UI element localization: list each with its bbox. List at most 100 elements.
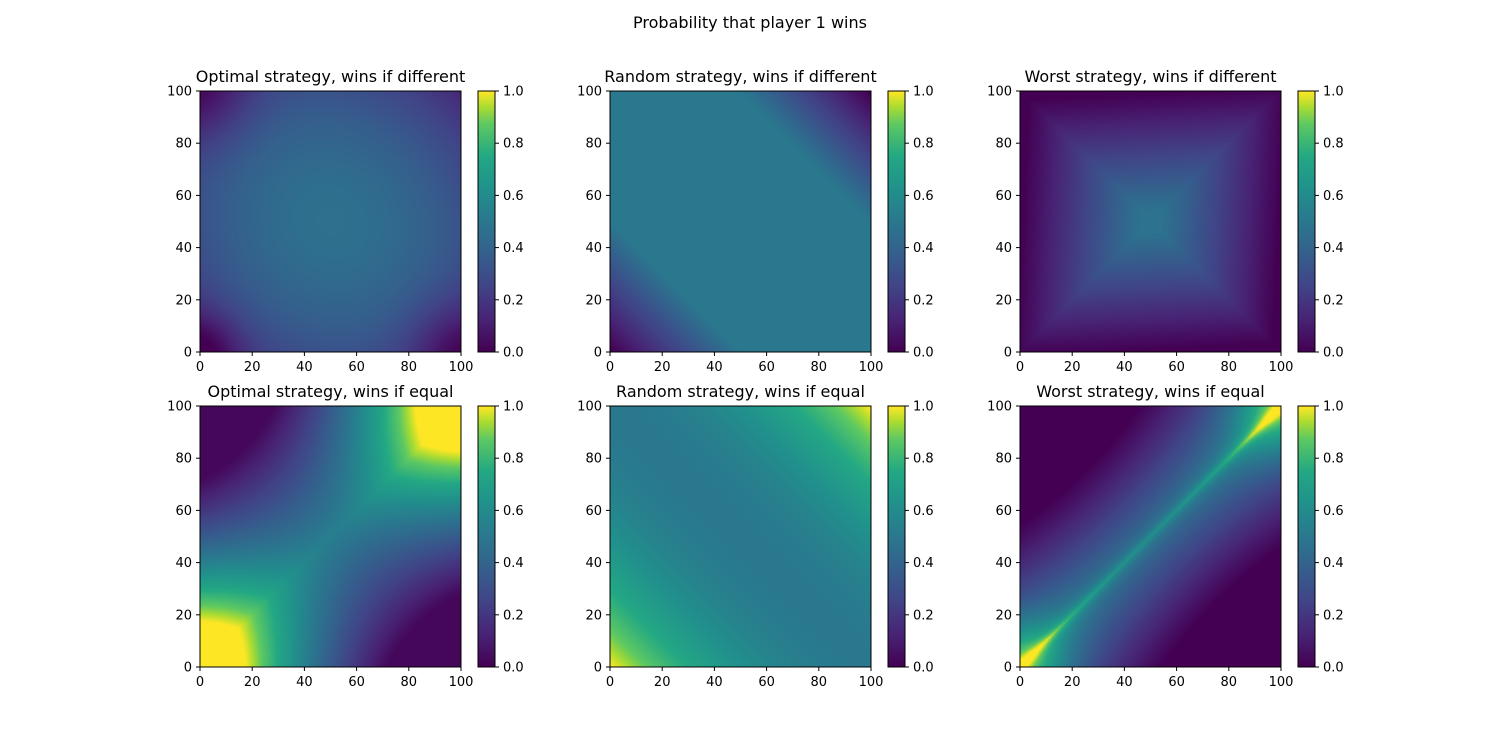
y-tick-label: 20 bbox=[995, 293, 1012, 308]
y-tick-label: 0 bbox=[594, 346, 602, 361]
x-tick-label: 0 bbox=[196, 675, 204, 690]
x-tick-label: 20 bbox=[244, 360, 261, 375]
x-tick-label: 0 bbox=[196, 360, 204, 375]
colorbar-tick-label: 0.2 bbox=[503, 293, 524, 308]
panel-title: Worst strategy, wins if equal bbox=[1036, 382, 1265, 401]
x-tick-label: 80 bbox=[1221, 360, 1238, 375]
panel-title: Optimal strategy, wins if equal bbox=[208, 382, 454, 401]
y-tick-label: 20 bbox=[175, 293, 192, 308]
x-tick-label: 0 bbox=[1016, 360, 1024, 375]
y-tick-label: 100 bbox=[987, 85, 1012, 100]
x-tick-label: 40 bbox=[296, 360, 313, 375]
colorbar-tick-label: 0.8 bbox=[503, 137, 524, 152]
y-tick-label: 80 bbox=[585, 452, 602, 467]
x-tick-label: 20 bbox=[654, 360, 671, 375]
y-tick-label: 100 bbox=[577, 85, 602, 100]
colorbar-tick-label: 0.4 bbox=[1323, 556, 1344, 571]
x-tick-label: 100 bbox=[859, 675, 884, 690]
colorbar-frame bbox=[887, 90, 906, 353]
y-tick-label: 40 bbox=[585, 556, 602, 571]
x-tick-label: 60 bbox=[758, 675, 775, 690]
colorbar-tick-label: 1.0 bbox=[503, 400, 524, 415]
colorbar-tick-label: 0.6 bbox=[503, 504, 524, 519]
x-tick-label: 60 bbox=[1168, 360, 1185, 375]
figure-title: Probability that player 1 wins bbox=[633, 13, 867, 32]
y-tick-label: 0 bbox=[594, 661, 602, 676]
x-tick-label: 60 bbox=[1168, 675, 1185, 690]
colorbar-tick-label: 0.8 bbox=[1323, 452, 1344, 467]
colorbar-tick-label: 0.4 bbox=[503, 241, 524, 256]
colorbar-tick-label: 0.0 bbox=[913, 346, 934, 361]
heatmap-panel-6: Worst strategy, wins if equal 0 20 40 60 80 10… bbox=[987, 382, 1344, 690]
x-tick-label: 40 bbox=[296, 675, 313, 690]
x-tick-label: 80 bbox=[811, 360, 828, 375]
plot-frame bbox=[199, 405, 462, 668]
x-tick-label: 20 bbox=[654, 675, 671, 690]
colorbar-tick-label: 0.4 bbox=[913, 556, 934, 571]
colorbar bbox=[888, 91, 905, 352]
heatmap-image bbox=[200, 406, 461, 667]
y-tick-label: 100 bbox=[577, 400, 602, 415]
colorbar bbox=[478, 91, 495, 352]
x-tick-label: 0 bbox=[606, 360, 614, 375]
heatmap-panel-1: Optimal strategy, wins if different 0 20 40… bbox=[167, 67, 524, 375]
plot-frame bbox=[609, 405, 872, 668]
panel-title: Worst strategy, wins if different bbox=[1024, 67, 1276, 86]
heatmap-image bbox=[200, 91, 461, 352]
x-tick-label: 100 bbox=[449, 360, 474, 375]
y-tick-label: 20 bbox=[175, 608, 192, 623]
panel-title: Random strategy, wins if different bbox=[604, 67, 876, 86]
x-tick-label: 40 bbox=[706, 675, 723, 690]
colorbar-tick-label: 0.0 bbox=[1323, 661, 1344, 676]
colorbar-tick-label: 1.0 bbox=[1323, 85, 1344, 100]
colorbar-tick-label: 1.0 bbox=[503, 85, 524, 100]
colorbar-tick-label: 0.2 bbox=[913, 293, 934, 308]
colorbar bbox=[888, 406, 905, 667]
colorbar bbox=[1298, 406, 1315, 667]
y-tick-label: 100 bbox=[987, 400, 1012, 415]
colorbar-tick-label: 0.4 bbox=[1323, 241, 1344, 256]
colorbar-tick-label: 1.0 bbox=[913, 400, 934, 415]
colorbar-tick-label: 0.8 bbox=[503, 452, 524, 467]
y-tick-label: 0 bbox=[1004, 661, 1012, 676]
colorbar-tick-label: 0.0 bbox=[1323, 346, 1344, 361]
y-tick-label: 40 bbox=[175, 241, 192, 256]
heatmap-panel-4: Optimal strategy, wins if equal 0 20 40 60 80… bbox=[167, 382, 524, 690]
x-tick-label: 60 bbox=[758, 360, 775, 375]
x-tick-label: 100 bbox=[1269, 360, 1294, 375]
colorbar-frame bbox=[477, 405, 496, 668]
x-tick-label: 20 bbox=[1064, 675, 1081, 690]
x-tick-label: 80 bbox=[401, 675, 418, 690]
colorbar-tick-label: 0.6 bbox=[913, 189, 934, 204]
y-tick-label: 0 bbox=[184, 346, 192, 361]
y-tick-label: 20 bbox=[585, 293, 602, 308]
y-tick-label: 60 bbox=[585, 189, 602, 204]
x-tick-label: 0 bbox=[1016, 675, 1024, 690]
colorbar-tick-label: 0.2 bbox=[913, 608, 934, 623]
x-tick-label: 80 bbox=[1221, 675, 1238, 690]
colorbar-tick-label: 0.0 bbox=[913, 661, 934, 676]
y-tick-label: 60 bbox=[175, 504, 192, 519]
x-tick-label: 60 bbox=[348, 360, 365, 375]
y-tick-label: 60 bbox=[585, 504, 602, 519]
colorbar-tick-label: 0.4 bbox=[503, 556, 524, 571]
y-tick-label: 100 bbox=[167, 400, 192, 415]
y-tick-label: 20 bbox=[585, 608, 602, 623]
x-tick-label: 100 bbox=[449, 675, 474, 690]
colorbar-tick-label: 0.2 bbox=[1323, 293, 1344, 308]
colorbar-frame bbox=[1297, 405, 1316, 668]
colorbar-tick-label: 0.8 bbox=[913, 137, 934, 152]
heatmap-panel-3: Worst strategy, wins if different 0 20 40 60… bbox=[987, 67, 1344, 375]
heatmap-panel-5: Random strategy, wins if equal 0 20 40 60 80 1… bbox=[577, 382, 934, 690]
colorbar bbox=[478, 406, 495, 667]
y-tick-label: 80 bbox=[585, 137, 602, 152]
y-tick-label: 80 bbox=[995, 452, 1012, 467]
colorbar-tick-label: 0.8 bbox=[913, 452, 934, 467]
y-tick-label: 40 bbox=[175, 556, 192, 571]
x-tick-label: 80 bbox=[811, 675, 828, 690]
x-tick-label: 100 bbox=[1269, 675, 1294, 690]
colorbar-tick-label: 1.0 bbox=[913, 85, 934, 100]
panel-title: Random strategy, wins if equal bbox=[616, 382, 865, 401]
y-tick-label: 60 bbox=[175, 189, 192, 204]
y-tick-label: 40 bbox=[585, 241, 602, 256]
